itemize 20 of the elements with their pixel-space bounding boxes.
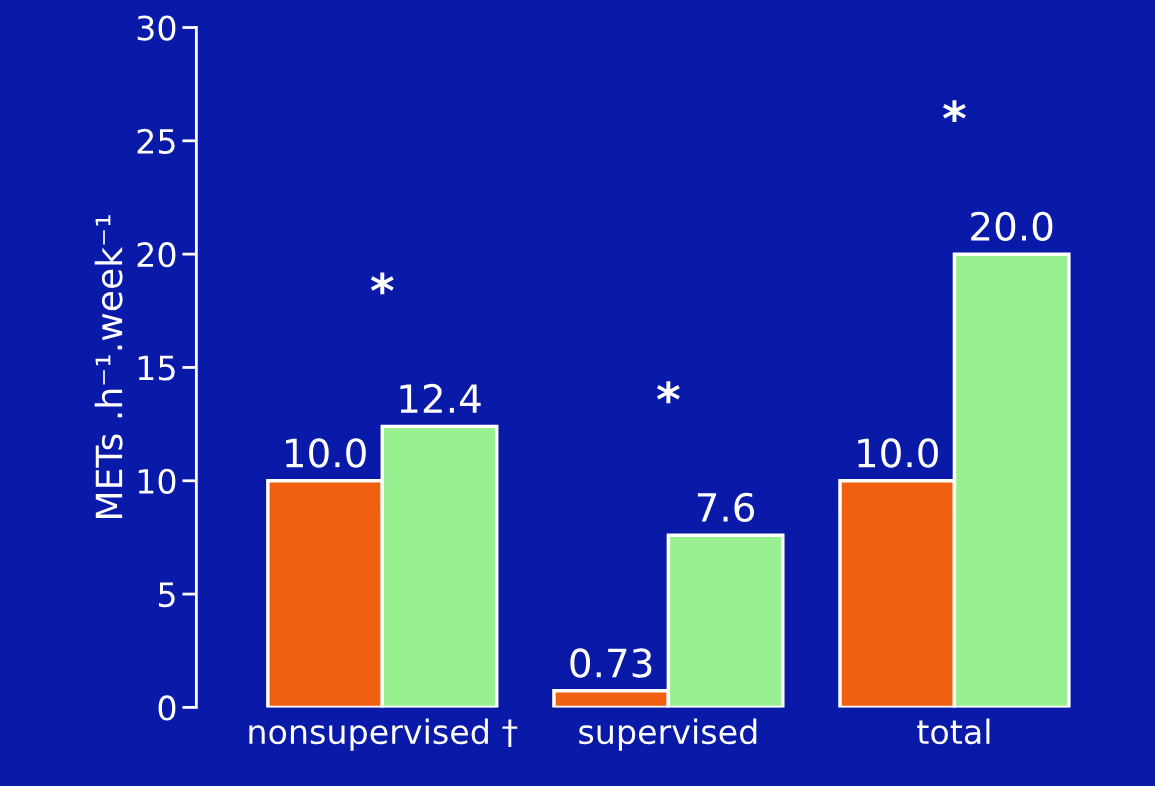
y-tick-label: 0 (158, 695, 176, 721)
y-tick-label: 25 (137, 128, 175, 154)
annotation: * (656, 381, 680, 404)
y-tick-label: 10 (138, 468, 176, 494)
x-tick-label: total (917, 718, 990, 745)
annotation: * (943, 100, 966, 123)
data-label: 10.0 (858, 438, 938, 468)
y-axis-title: METs .h⁻¹.week⁻¹ (94, 215, 123, 518)
y-tick-label: 30 (137, 15, 176, 41)
data-label: 7.6 (697, 492, 755, 523)
y-tick-label: 5 (158, 582, 175, 608)
y-tick-label: 15 (138, 355, 175, 381)
y-tick-label: 20 (137, 242, 176, 268)
x-tick-label: supervised (579, 718, 757, 751)
data-label: 12.4 (400, 383, 481, 413)
annotation: * (370, 272, 394, 295)
x-tick-label: nonsupervised † (249, 718, 518, 751)
data-label: 10.0 (286, 438, 366, 468)
data-label: 0.73 (570, 648, 652, 678)
data-label: 20.0 (971, 211, 1053, 242)
